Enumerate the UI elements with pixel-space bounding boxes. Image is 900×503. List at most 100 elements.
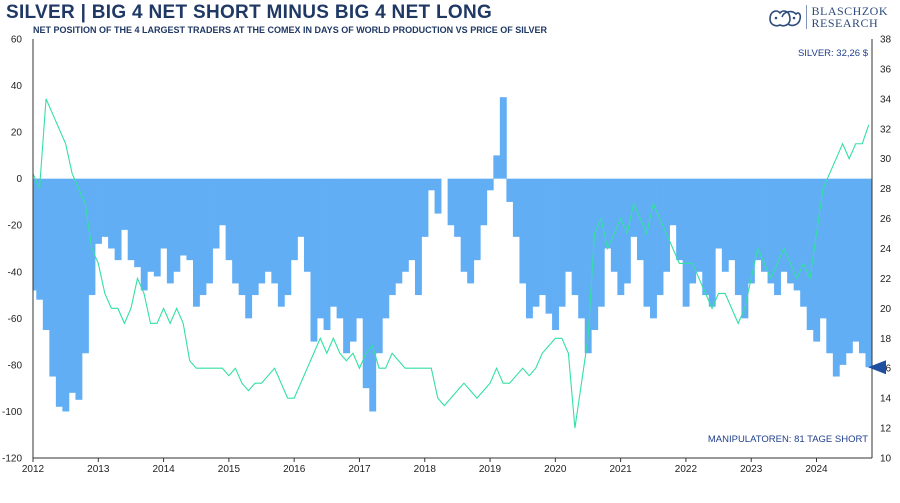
net-position-bar [519,178,527,284]
net-position-bar [330,178,337,307]
net-position-bar [447,178,455,226]
brand-logo: BLASCHZOK RESEARCH [768,3,888,31]
net-position-bar [761,178,768,272]
right-tick-label: 36 [880,64,892,75]
left-tick-label: -20 [8,221,23,232]
net-position-bar [506,178,514,202]
net-position-bar [336,178,344,319]
net-position-bar [317,178,324,319]
net-position-bar [62,178,70,412]
net-position-bar [558,178,566,307]
net-position-bar [512,178,520,237]
net-position-bar [199,178,207,296]
net-position-bar [858,178,866,354]
net-position-bar [114,178,122,261]
net-position-bar [525,178,533,319]
net-position-bar [382,178,390,319]
net-position-bar [741,178,749,319]
net-position-bar [839,178,847,365]
net-position-bar [362,178,370,389]
net-position-bar [297,178,305,237]
net-position-bar [721,178,729,272]
net-position-bar [728,178,736,261]
left-tick-label: -60 [8,314,23,325]
net-position-bar [147,178,155,272]
right-tick-label: 38 [880,35,892,46]
net-position-bar [343,178,351,354]
net-position-bar [179,178,187,256]
x-axis-ticks: 2012 2013 2014 2015 2016 2017 2018 2019 2020 2021… [22,458,828,475]
logo-line-2: RESEARCH [811,16,879,30]
net-position-bar [121,178,129,230]
net-position-bar [434,178,442,214]
chart-title: SILVER | BIG 4 NET SHORT MINUS BIG 4 NET… [6,2,493,23]
net-position-bar [75,178,83,400]
current-value-marker-icon [868,360,886,375]
net-position-bar [610,178,618,272]
net-position-bar [42,178,50,330]
net-position-bar [780,178,788,272]
net-position-bar [303,178,311,272]
left-tick-label: 60 [11,35,23,46]
left-axis-ticks: -120 -100 -80 -60 -40 -20 0 20 40 60 [2,35,22,465]
net-position-bar [238,178,246,296]
logo-wordmark: BLASCHZOK RESEARCH [811,5,888,29]
right-tick-label: 30 [880,154,892,165]
right-tick-label: 18 [880,334,892,345]
net-position-bar [669,178,677,226]
net-position-bar [323,178,331,330]
x-tick-label: 2012 [22,464,45,475]
net-position-bar [401,178,409,272]
net-position-bar [754,178,762,261]
net-position-bar [643,178,651,307]
silver-price-polyline [32,98,870,429]
net-position-bar [819,178,827,319]
right-tick-label: 22 [880,274,892,285]
net-position-bar [800,178,808,307]
net-position-bar [173,178,181,272]
net-position-bar [826,178,834,354]
net-position-bar [277,178,285,307]
net-position-bar [414,178,422,296]
chart-axes [32,39,873,459]
net-position-bar [695,178,703,272]
right-tick-label: 10 [880,454,892,465]
net-position-bar [793,178,801,291]
net-position-bar [552,178,559,330]
net-position-bar [806,178,814,330]
bull-bear-logo-icon [769,10,802,27]
net-position-bar [486,178,494,191]
net-position-bar [134,178,142,268]
net-position-bar [88,178,96,296]
right-tick-label: 26 [880,214,892,225]
net-position-bar [81,178,89,354]
net-position-bar [153,178,161,277]
net-position-bar [271,178,279,284]
net-position-bar [251,178,259,296]
x-tick-label: 2014 [152,464,175,475]
net-position-bar [734,178,742,296]
net-position-bar [421,178,429,237]
left-tick-label: -80 [8,360,23,371]
net-position-bar [212,178,220,249]
net-position-bar [186,178,194,261]
net-position-bar [388,178,396,296]
right-tick-label: 28 [880,184,892,195]
net-position-bar [460,178,468,272]
silver-price-annotation: SILVER: 32,26 $ [798,48,869,59]
net-position-bar [663,178,670,272]
x-tick-label: 2018 [414,464,437,475]
right-tick-label: 34 [880,94,892,105]
left-tick-label: -120 [2,454,22,465]
net-position-bar [493,155,501,179]
net-position-bar [617,178,625,296]
x-tick-label: 2019 [479,464,502,475]
x-tick-label: 2021 [609,464,632,475]
net-position-bar [656,178,664,296]
net-position-bar [225,178,233,261]
net-position-bar [68,178,76,393]
net-position-bar [55,178,63,407]
net-position-bar [395,178,403,284]
net-position-bar [689,178,697,284]
net-position-bar [715,178,723,249]
